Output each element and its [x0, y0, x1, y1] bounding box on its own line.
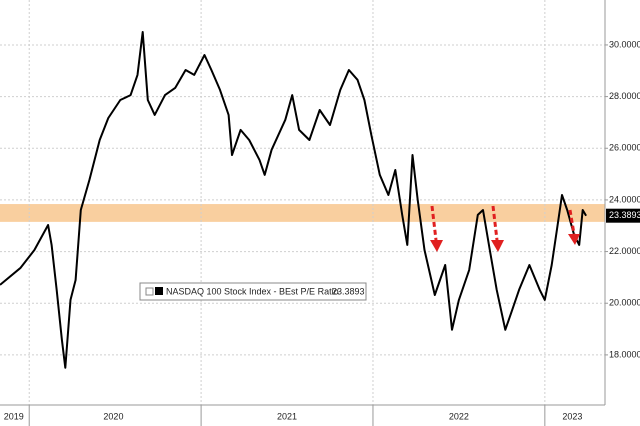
legend-label: NASDAQ 100 Stock Index - BEst P/E Ratio	[166, 286, 339, 296]
legend-box	[139, 282, 367, 301]
band-layer	[0, 204, 605, 222]
series-line	[0, 31, 587, 369]
x-tick-label: 2023	[562, 411, 582, 421]
last-value-label: 23.3893	[609, 210, 640, 220]
y-tick-label: 26.0000	[609, 143, 640, 153]
label-layer: 18.0000 20.0000 22.0000 24.0000 26.0000 28.00…	[4, 39, 640, 426]
arrow	[430, 205, 438, 241]
x-tick-label: 2019	[4, 411, 24, 421]
legend-swatch	[155, 287, 163, 295]
y-tick-label: 30.0000	[609, 39, 640, 49]
annotation-arrows	[430, 205, 576, 241]
arrow	[491, 205, 499, 241]
arrow-head	[491, 240, 504, 252]
arrow-head	[430, 240, 443, 252]
x-tick-label: 2020	[103, 411, 123, 421]
y-tick-label: 24.0000	[609, 194, 640, 204]
arrow-head	[568, 234, 580, 245]
legend: NASDAQ 100 Stock Index - BEst P/E Ratio …	[139, 282, 367, 301]
line-layer	[0, 31, 587, 369]
last-value-box	[606, 208, 640, 223]
y-tick-label: 18.0000	[609, 349, 640, 359]
highlight-band	[0, 204, 605, 222]
legend-last-value: 23.3893	[332, 286, 365, 296]
y-tick-label: 28.0000	[609, 91, 640, 101]
y-tick-label: 22.0000	[609, 246, 640, 256]
x-tick-label: 2022	[449, 411, 469, 421]
arrow-heads	[430, 234, 580, 252]
x-tick-label: 2021	[277, 411, 297, 421]
legend-toggle	[145, 287, 154, 296]
arrow	[568, 209, 576, 235]
y-tick-label: 20.0000	[609, 298, 640, 308]
grid-layer	[0, 0, 605, 405]
